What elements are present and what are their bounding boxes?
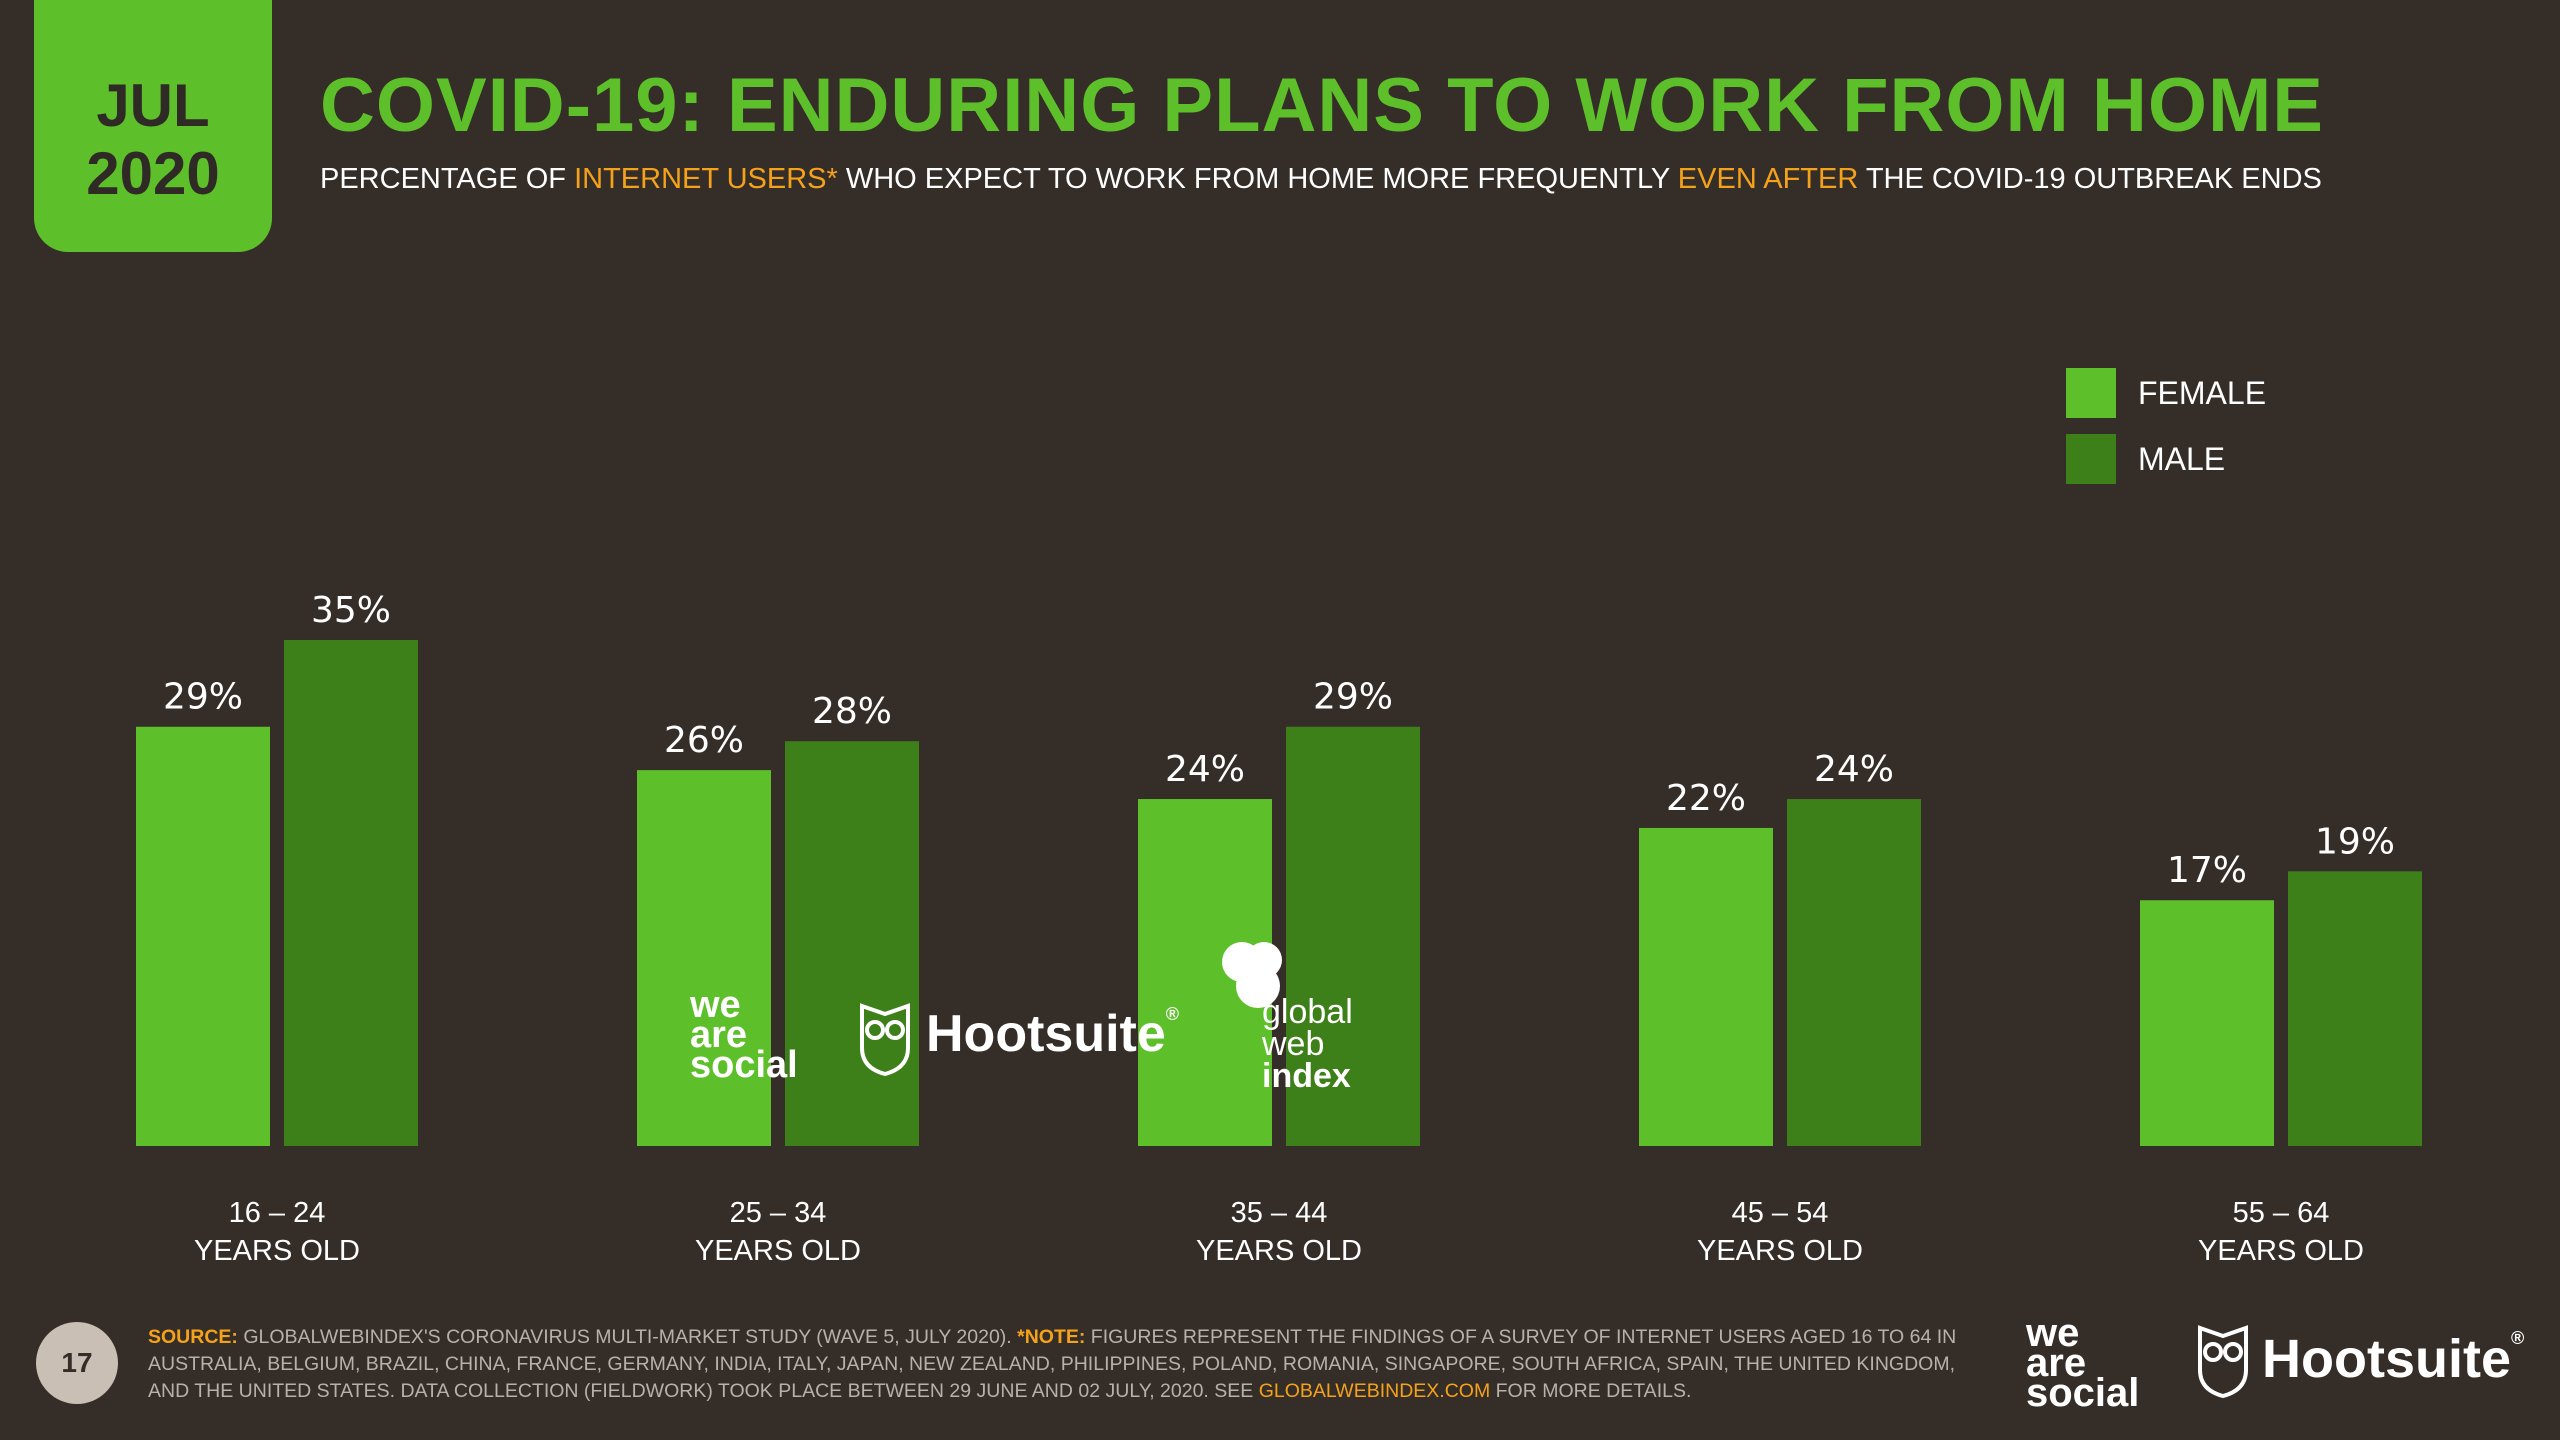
category-label-1-line-1: YEARS OLD xyxy=(695,1235,861,1267)
bar-female-1 xyxy=(637,770,771,1146)
footer-tail: FOR MORE DETAILS. xyxy=(1490,1380,1692,1402)
footer-source-note: SOURCE: GLOBALWEBINDEX'S CORONAVIRUS MUL… xyxy=(148,1324,1978,1405)
legend-item-male: MALE xyxy=(2066,434,2266,484)
date-month: JUL xyxy=(96,72,210,139)
gwi-link[interactable]: GLOBALWEBINDEX.COM xyxy=(1258,1380,1491,1402)
data-label-female-4: 17% xyxy=(2167,850,2247,891)
wearesocial-footer-logo: we are social xyxy=(2026,1311,2140,1415)
gwi-cloud-icon xyxy=(1222,942,1282,1008)
page-subtitle: PERCENTAGE OF INTERNET USERS* WHO EXPECT… xyxy=(320,163,2322,196)
data-label-female-1: 26% xyxy=(664,720,744,761)
legend-label-male: MALE xyxy=(2138,440,2226,477)
source-label: SOURCE: xyxy=(148,1326,238,1348)
bar-male-3 xyxy=(1787,799,1921,1146)
subtitle-part-1: PERCENTAGE OF xyxy=(320,163,575,195)
hootsuite-footer-logo: Hootsuite® xyxy=(2262,1328,2525,1389)
data-label-female-0: 29% xyxy=(163,677,243,718)
bar-female-0 xyxy=(136,726,270,1146)
date-year: 2020 xyxy=(86,140,220,207)
category-label-4-line-0: 55 – 64 xyxy=(2233,1197,2330,1229)
data-label-female-3: 22% xyxy=(1666,778,1746,819)
page-title: COVID-19: ENDURING PLANS TO WORK FROM HO… xyxy=(320,63,2324,148)
date-badge: JUL 2020 xyxy=(34,0,272,252)
hootsuite-logo: Hootsuite® xyxy=(926,1004,1180,1063)
bar-male-2 xyxy=(1286,726,1420,1146)
page-number: 17 xyxy=(36,1322,118,1404)
legend-swatch-female xyxy=(2066,368,2116,418)
category-label-0-line-0: 16 – 24 xyxy=(229,1197,326,1229)
legend-swatch-male xyxy=(2066,434,2116,484)
bar-male-1 xyxy=(785,741,919,1146)
bar-male-4 xyxy=(2288,871,2422,1146)
legend-item-female: FEMALE xyxy=(2066,368,2266,418)
bar-male-0 xyxy=(284,640,418,1146)
bar-female-3 xyxy=(1639,827,1773,1146)
category-label-0-line-1: YEARS OLD xyxy=(194,1235,360,1267)
chart-legend: FEMALE MALE xyxy=(2066,368,2266,500)
gwi-logo: global web index xyxy=(1262,993,1353,1095)
category-label-3-line-0: 45 – 54 xyxy=(1732,1197,1829,1229)
legend-label-female: FEMALE xyxy=(2138,374,2267,411)
subtitle-highlight-internet-users: INTERNET USERS* xyxy=(574,163,838,195)
data-label-male-3: 24% xyxy=(1814,749,1894,790)
category-label-1-line-0: 25 – 34 xyxy=(730,1197,827,1229)
bar-female-4 xyxy=(2140,900,2274,1146)
category-label-2-line-0: 35 – 44 xyxy=(1231,1197,1328,1229)
watermark-logos: we are social Hootsuite® global web inde… xyxy=(690,940,1390,1100)
source-text: GLOBALWEBINDEX'S CORONAVIRUS MULTI-MARKE… xyxy=(237,1326,1018,1348)
subtitle-part-2: WHO EXPECT TO WORK FROM HOME MORE FREQUE… xyxy=(837,163,1678,195)
note-label: *NOTE: xyxy=(1017,1326,1086,1348)
data-label-male-1: 28% xyxy=(812,691,892,732)
data-label-male-4: 19% xyxy=(2315,821,2395,862)
note-text: FIGURES REPRESENT THE FINDINGS OF A SURV… xyxy=(148,1326,1957,1402)
data-label-male-2: 29% xyxy=(1313,677,1393,718)
bar-chart: 29% 35% 16 – 24 YEARS OLD 26% 28% 25 – 34 YEARS… xyxy=(136,590,2422,1267)
subtitle-part-3: THE COVID-19 OUTBREAK ENDS xyxy=(1858,163,2322,195)
data-label-male-0: 35% xyxy=(311,590,391,631)
category-label-3-line-1: YEARS OLD xyxy=(1697,1235,1863,1267)
hootsuite-footer-owl-icon xyxy=(2198,1325,2248,1398)
category-label-2-line-1: YEARS OLD xyxy=(1196,1235,1362,1267)
wearesocial-logo: we are social xyxy=(690,984,798,1086)
hootsuite-owl-icon xyxy=(860,1003,910,1076)
data-label-female-2: 24% xyxy=(1165,749,1245,790)
category-label-4-line-1: YEARS OLD xyxy=(2198,1235,2364,1267)
subtitle-highlight-even-after: EVEN AFTER xyxy=(1677,163,1859,195)
